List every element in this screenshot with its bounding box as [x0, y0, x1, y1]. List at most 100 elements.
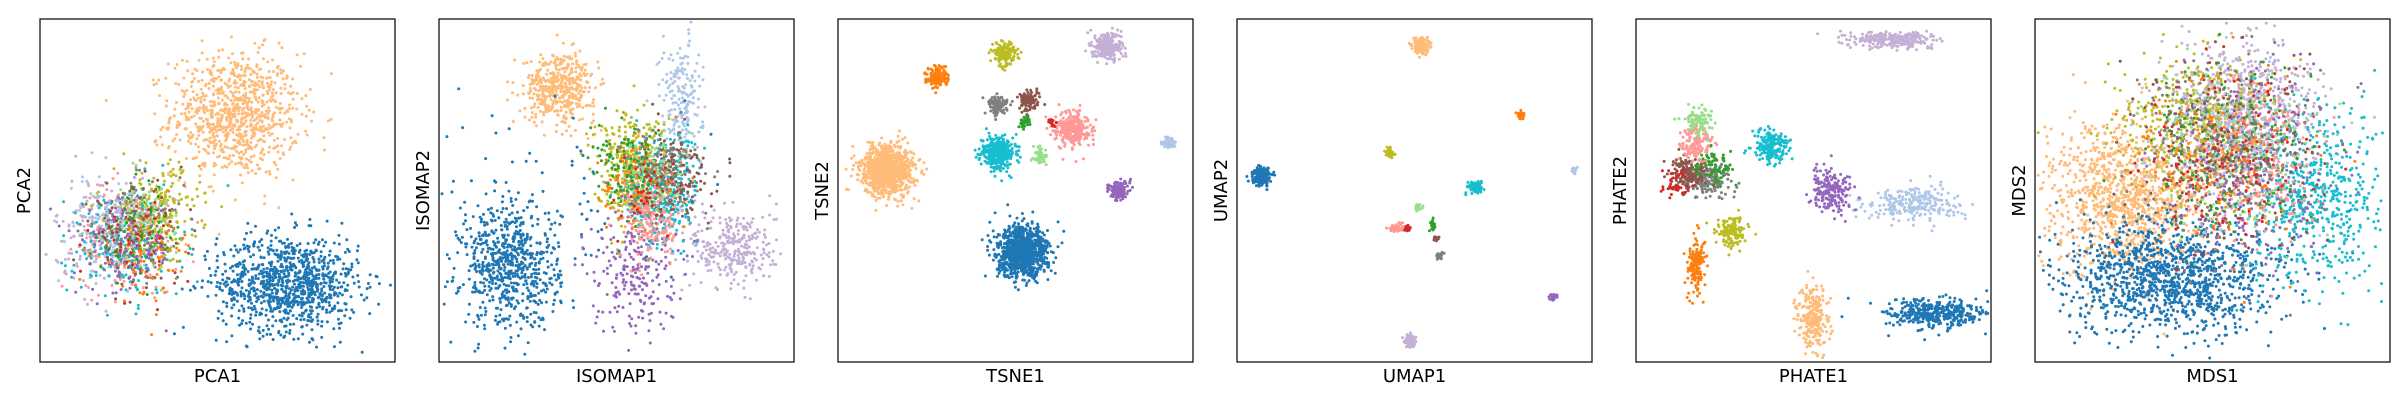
scatter-point [141, 187, 145, 190]
scatter-point [260, 307, 264, 311]
scatter-point [234, 85, 238, 89]
scatter-point [322, 136, 326, 140]
scatter-point [443, 285, 447, 289]
scatter-point [749, 252, 753, 256]
scatter-point [544, 61, 548, 64]
scatter-point [72, 224, 76, 228]
scatter-point [709, 268, 713, 272]
scatter-point [129, 221, 133, 225]
scatter-point [735, 218, 739, 222]
scatter-point [553, 273, 556, 277]
scatter-point [67, 229, 71, 233]
scatter-point [232, 254, 236, 258]
scatter-point [577, 77, 581, 81]
scatter-point [159, 269, 163, 273]
scatter-point [761, 215, 765, 219]
scatter-point [192, 96, 196, 100]
scatter-point [664, 81, 668, 84]
scatter-point [460, 235, 464, 239]
scatter-point [168, 220, 172, 224]
scatter-point [155, 143, 159, 147]
scatter-point [368, 285, 372, 289]
scatter-point [480, 250, 484, 254]
scatter-point [270, 117, 274, 121]
scatter-point [294, 141, 298, 145]
scatter-point [185, 157, 188, 160]
scatter-point [493, 218, 497, 222]
scatter-point [727, 230, 731, 234]
scatter-point [338, 257, 342, 261]
scatter-point [477, 317, 481, 321]
scatter-point [114, 291, 118, 295]
scatter-point [240, 68, 243, 71]
scatter-point [158, 257, 161, 261]
scatter-point [507, 317, 510, 321]
scatter-point [700, 256, 704, 260]
scatter-point [545, 240, 549, 244]
scatter-point [510, 254, 514, 258]
scatter-point [505, 227, 509, 231]
scatter-point [216, 96, 220, 100]
scatter-point [472, 285, 476, 289]
scatter-point [281, 122, 285, 126]
scatter-point [671, 81, 675, 85]
scatter-point [665, 72, 669, 76]
scatter-point [261, 124, 265, 128]
scatter-point [301, 300, 305, 304]
scatter-point [166, 62, 170, 66]
scatter-point [483, 313, 487, 317]
scatter-point [254, 313, 258, 317]
scatter-point [536, 217, 540, 221]
scatter-point [185, 60, 189, 63]
scatter-point [467, 269, 471, 273]
scatter-point [243, 267, 247, 271]
scatter-point [329, 296, 333, 300]
scatter-point [509, 200, 513, 203]
scatter-point [718, 221, 722, 225]
scatter-point [339, 272, 343, 276]
scatter-point [132, 244, 136, 248]
scatter-point [574, 94, 577, 98]
scatter-point [246, 166, 250, 170]
scatter-point [177, 199, 181, 203]
scatter-point [357, 285, 361, 289]
scatter-point [261, 295, 265, 299]
scatter-point [190, 135, 194, 139]
scatter-point [567, 125, 571, 128]
scatter-point [256, 163, 259, 167]
scatter-point [559, 60, 562, 64]
scatter-point [83, 252, 87, 256]
scatter-point [336, 301, 340, 305]
scatter-point [316, 322, 320, 326]
scatter-point [164, 203, 168, 206]
scatter-point [473, 349, 477, 353]
scatter-point [297, 250, 301, 254]
scatter-point [500, 244, 504, 247]
scatter-point [204, 94, 208, 98]
scatter-point [284, 294, 288, 298]
scatter-point [542, 94, 546, 98]
scatter-point [307, 261, 311, 265]
scatter-point [194, 234, 198, 238]
scatter-point [260, 238, 264, 241]
scatter-point [575, 89, 579, 92]
scatter-point [291, 91, 295, 95]
scatter-point [506, 245, 510, 249]
scatter-point [261, 328, 265, 332]
scatter-point [328, 288, 332, 291]
scatter-point [84, 202, 88, 206]
scatter-point [241, 319, 245, 323]
scatter-point [676, 51, 680, 55]
scatter-point [72, 263, 76, 267]
scatter-point [338, 291, 342, 295]
scatter-point [208, 100, 212, 104]
scatter-point [241, 102, 245, 106]
scatter-point [284, 311, 288, 315]
scatter-point [336, 286, 340, 290]
scatter-point [286, 237, 289, 241]
scatter-point [478, 306, 482, 309]
scatter-point [223, 262, 227, 266]
scatter-point [494, 180, 498, 184]
scatter-point [343, 302, 347, 305]
scatter-point [254, 172, 258, 175]
